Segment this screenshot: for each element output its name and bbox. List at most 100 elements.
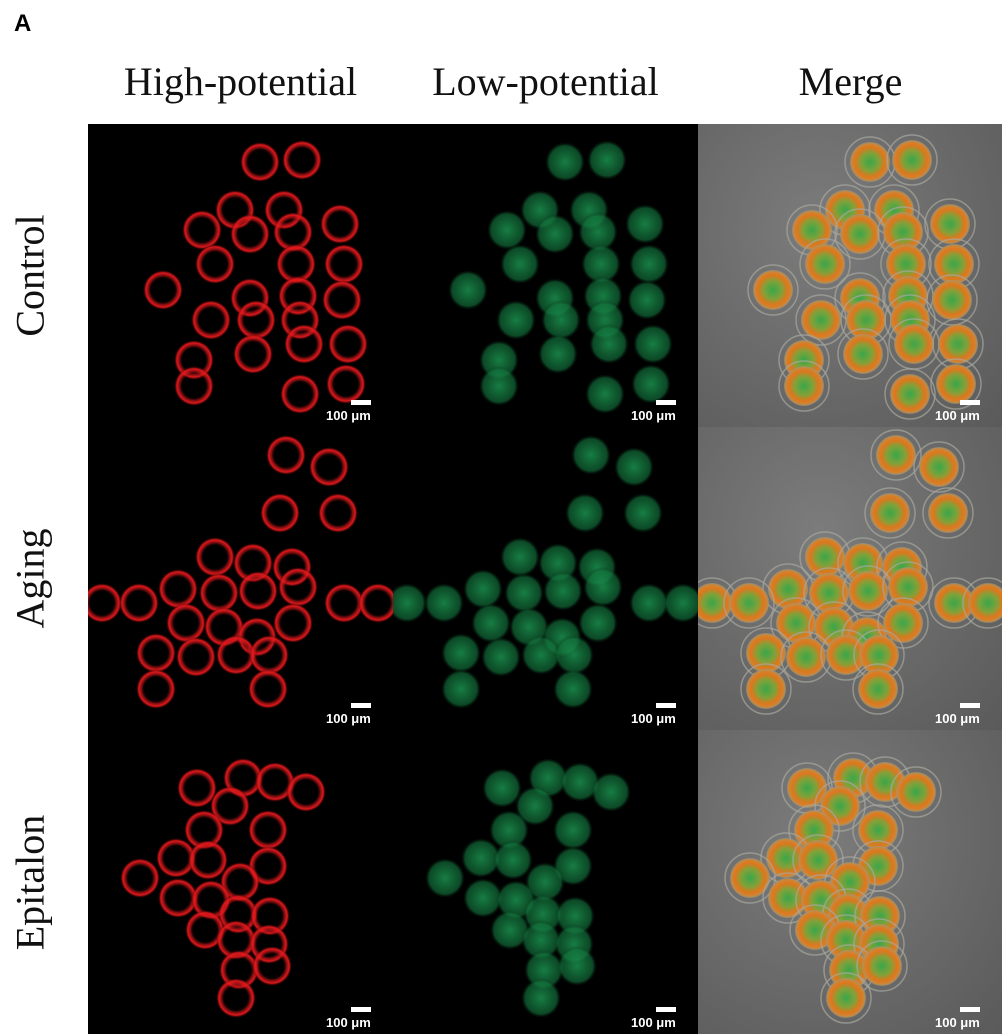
oocyte-zona — [814, 780, 866, 832]
oocyte — [631, 364, 671, 404]
oocyte — [578, 603, 618, 643]
oocyte — [786, 637, 826, 677]
oocyte — [240, 142, 280, 182]
oocyte — [801, 300, 841, 340]
oocyte-zona — [852, 663, 904, 715]
oocyte-zona — [820, 972, 872, 1024]
oocyte — [858, 810, 898, 850]
oocyte-zona — [930, 358, 982, 410]
oocyte — [629, 583, 669, 623]
oocyte — [968, 583, 1002, 623]
oocyte — [698, 583, 732, 623]
oocyte — [248, 810, 288, 850]
oocyte — [88, 583, 122, 623]
oocyte — [784, 366, 824, 406]
scale-bar-label: 100 μm — [935, 711, 980, 726]
oocyte — [587, 140, 627, 180]
oocyte-layer — [393, 435, 698, 709]
oocyte — [792, 210, 832, 250]
oocyte — [746, 669, 786, 709]
oocyte — [894, 324, 934, 364]
oocyte — [328, 324, 368, 364]
oocyte — [463, 569, 503, 609]
oocyte-zona — [884, 368, 936, 420]
oocyte — [938, 324, 978, 364]
oocyte — [280, 374, 320, 414]
oocyte — [393, 583, 427, 623]
scale-bar — [656, 1007, 676, 1012]
oocyte — [538, 334, 578, 374]
oocyte-zona — [856, 940, 908, 992]
oocyte — [623, 493, 663, 533]
oocyte — [746, 633, 786, 673]
oocyte — [490, 910, 530, 950]
oocyte — [541, 300, 581, 340]
oocyte — [883, 603, 923, 643]
oocyte — [249, 635, 289, 675]
oocyte — [919, 447, 959, 487]
oocyte — [858, 669, 898, 709]
row-title-control: Control — [7, 214, 53, 337]
scale-bar — [960, 400, 980, 405]
oocyte — [493, 840, 533, 880]
oocyte — [136, 633, 176, 673]
oocyte — [230, 214, 270, 254]
oocyte-zona — [864, 487, 916, 539]
oocyte — [136, 669, 176, 709]
oocyte — [627, 280, 667, 320]
oocyte — [515, 786, 555, 826]
oocyte — [487, 210, 527, 250]
oocyte — [166, 603, 206, 643]
oocyte-zona — [799, 238, 851, 290]
oocyte — [571, 435, 611, 475]
oocyte-zona — [724, 852, 776, 904]
oocyte — [322, 280, 362, 320]
oocyte — [174, 366, 214, 406]
oocyte — [521, 920, 561, 960]
oocyte — [185, 910, 225, 950]
oocyte — [585, 374, 625, 414]
oocyte — [424, 583, 464, 623]
scale-bar-label: 100 μm — [935, 408, 980, 423]
oocyte — [273, 603, 313, 643]
oocyte-zona — [837, 328, 889, 380]
oocyte-zona — [747, 264, 799, 316]
oocyte — [729, 583, 769, 623]
scale-bar — [656, 400, 676, 405]
micrograph-control-merge: 100 μm — [698, 124, 1002, 427]
oocyte — [482, 768, 522, 808]
oocyte-layer — [88, 435, 393, 709]
oocyte — [250, 896, 290, 936]
oocyte — [753, 270, 793, 310]
column-title-low-potential: Low-potential — [432, 59, 659, 104]
oocyte — [238, 571, 278, 611]
scale-bar-label: 100 μm — [326, 711, 371, 726]
oocyte — [543, 571, 583, 611]
oocyte — [199, 573, 239, 613]
oocyte — [805, 244, 845, 284]
micrograph-control-high: 100 μm — [88, 124, 393, 427]
oocyte — [805, 537, 845, 577]
oocyte — [119, 583, 159, 623]
oocyte — [195, 537, 235, 577]
scale-bar-label: 100 μm — [631, 711, 676, 726]
oocyte — [865, 762, 905, 802]
oocyte — [553, 669, 593, 709]
oocyte-zona — [913, 441, 965, 493]
oocyte — [928, 493, 968, 533]
oocyte — [463, 878, 503, 918]
scale-bar — [960, 1007, 980, 1012]
oocyte — [176, 637, 216, 677]
oocyte — [504, 573, 544, 613]
oocyte — [216, 635, 256, 675]
oocyte — [826, 978, 866, 1018]
oocyte — [210, 786, 250, 826]
oocyte — [848, 571, 888, 611]
oocyte — [500, 244, 540, 284]
column-title-merge: Merge — [798, 59, 903, 104]
oocyte — [320, 204, 360, 244]
oocyte — [143, 270, 183, 310]
oocyte — [324, 583, 364, 623]
oocyte — [555, 896, 595, 936]
micrograph-aging-low: 100 μm — [393, 427, 698, 730]
